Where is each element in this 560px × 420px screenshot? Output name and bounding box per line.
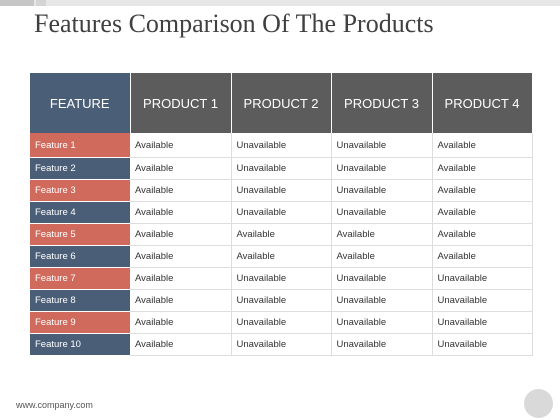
slide-title: Features Comparison Of The Products — [34, 9, 434, 38]
availability-cell-product-3: Available — [331, 223, 433, 246]
availability-cell-product-2: Unavailable — [231, 311, 332, 334]
feature-name-cell: Feature 6 — [30, 245, 130, 268]
availability-cell-product-4: Available — [432, 201, 533, 224]
availability-cell-product-3: Unavailable — [331, 289, 433, 312]
header-feature: FEATURE — [30, 73, 131, 133]
top-accent-segment-small — [36, 0, 46, 6]
header-product-4: PRODUCT 4 — [432, 73, 533, 133]
availability-cell-product-1: Available — [130, 267, 232, 290]
availability-cell-product-2: Unavailable — [231, 157, 332, 180]
availability-cell-product-2: Unavailable — [231, 333, 332, 356]
availability-cell-product-4: Available — [432, 133, 533, 158]
table-header-row: FEATURE PRODUCT 1 PRODUCT 2 PRODUCT 3 PR… — [30, 73, 533, 133]
availability-cell-product-4: Available — [432, 223, 533, 246]
comparison-table: FEATURE PRODUCT 1 PRODUCT 2 PRODUCT 3 PR… — [30, 73, 533, 356]
header-product-2: PRODUCT 2 — [231, 73, 332, 133]
header-product-3: PRODUCT 3 — [331, 73, 433, 133]
availability-cell-product-4: Available — [432, 157, 533, 180]
availability-cell-product-1: Available — [130, 157, 232, 180]
availability-cell-product-3: Unavailable — [331, 267, 433, 290]
feature-name-cell: Feature 7 — [30, 267, 130, 290]
availability-cell-product-1: Available — [130, 223, 232, 246]
availability-cell-product-1: Available — [130, 201, 232, 224]
table-row: Feature 7 Available Unavailable Unavailable… — [30, 267, 533, 290]
availability-cell-product-2: Unavailable — [231, 267, 332, 290]
availability-cell-product-3: Unavailable — [331, 179, 433, 202]
availability-cell-product-4: Unavailable — [432, 289, 533, 312]
availability-cell-product-2: Unavailable — [231, 289, 332, 312]
top-accent-bar — [0, 0, 560, 6]
table-row: Feature 1 Available Unavailable Unavailable… — [30, 133, 533, 158]
availability-cell-product-2: Available — [231, 245, 332, 268]
availability-cell-product-1: Available — [130, 179, 232, 202]
footer-url: www.company.com — [16, 400, 93, 410]
availability-cell-product-1: Available — [130, 333, 232, 356]
availability-cell-product-2: Unavailable — [231, 201, 332, 224]
table-row: Feature 4 Available Unavailable Unavailable… — [30, 201, 533, 224]
availability-cell-product-2: Available — [231, 223, 332, 246]
availability-cell-product-4: Available — [432, 245, 533, 268]
availability-cell-product-3: Unavailable — [331, 133, 433, 158]
availability-cell-product-4: Unavailable — [432, 311, 533, 334]
availability-cell-product-4: Unavailable — [432, 333, 533, 356]
table-row: Feature 2 Available Unavailable Unavailable… — [30, 157, 533, 180]
table-row: Feature 9 Available Unavailable Unavailable… — [30, 311, 533, 334]
availability-cell-product-1: Available — [130, 245, 232, 268]
availability-cell-product-4: Unavailable — [432, 267, 533, 290]
availability-cell-product-3: Available — [331, 245, 433, 268]
header-product-1: PRODUCT 1 — [130, 73, 232, 133]
table-row: Feature 8 Available Unavailable Unavailable… — [30, 289, 533, 312]
availability-cell-product-3: Unavailable — [331, 157, 433, 180]
feature-name-cell: Feature 8 — [30, 289, 130, 312]
feature-name-cell: Feature 9 — [30, 311, 130, 334]
table-row: Feature 10 Available Unavailable Unavailabl… — [30, 333, 533, 356]
feature-name-cell: Feature 3 — [30, 179, 130, 202]
availability-cell-product-2: Unavailable — [231, 179, 332, 202]
top-accent-segment — [0, 0, 34, 6]
table-row: Feature 3 Available Unavailable Unavailable… — [30, 179, 533, 202]
feature-name-cell: Feature 10 — [30, 333, 130, 356]
feature-name-cell: Feature 1 — [30, 133, 130, 158]
availability-cell-product-4: Available — [432, 179, 533, 202]
availability-cell-product-3: Unavailable — [331, 333, 433, 356]
availability-cell-product-1: Available — [130, 289, 232, 312]
feature-name-cell: Feature 2 — [30, 157, 130, 180]
feature-name-cell: Feature 5 — [30, 223, 130, 246]
availability-cell-product-3: Unavailable — [331, 201, 433, 224]
availability-cell-product-1: Available — [130, 133, 232, 158]
availability-cell-product-1: Available — [130, 311, 232, 334]
availability-cell-product-3: Unavailable — [331, 311, 433, 334]
availability-cell-product-2: Unavailable — [231, 133, 332, 158]
table-row: Feature 5 Available Available Available Avai… — [30, 223, 533, 246]
feature-name-cell: Feature 4 — [30, 201, 130, 224]
table-row: Feature 6 Available Available Available Avai… — [30, 245, 533, 268]
decorative-circle — [524, 389, 553, 418]
